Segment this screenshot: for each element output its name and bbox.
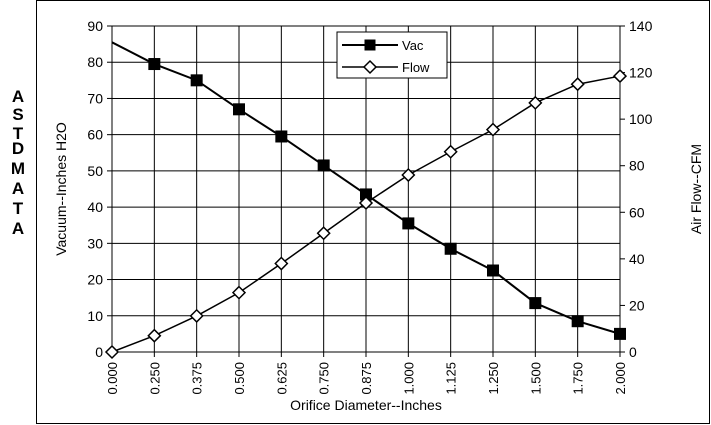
side-letter: S <box>12 105 24 124</box>
x-tick-label: 1.250 <box>486 362 501 395</box>
x-tick-label: 1.000 <box>401 362 416 395</box>
vac-point <box>190 74 203 87</box>
y-left-tick-label: 70 <box>87 90 103 106</box>
x-axis-title: Orifice Diameter--Inches <box>290 397 442 413</box>
y-right-tick-label: 60 <box>629 204 645 220</box>
series-layer <box>104 41 628 360</box>
vac-point <box>571 315 584 328</box>
x-tick-label: 1.750 <box>571 362 586 395</box>
side-letter: D <box>11 139 25 158</box>
axis-layer: 0 10 20 30 40 50 60 70 80 90 0 20 40 60 80 100 120 140 0.0… <box>87 18 652 395</box>
vac-point <box>233 103 245 116</box>
y-left-tick-label: 30 <box>87 235 103 251</box>
y-left-tick-label: 0 <box>95 344 103 360</box>
x-tick-label: 0.875 <box>359 362 374 395</box>
flow-point <box>231 285 247 300</box>
y-right-tick-label: 40 <box>629 251 645 267</box>
y-left-tick-label: 50 <box>87 163 103 179</box>
vac-point <box>444 242 457 255</box>
side-letter: A <box>11 87 25 106</box>
y-right-tick-label: 80 <box>629 158 645 174</box>
flow-point <box>189 308 204 323</box>
vac-point <box>148 58 161 71</box>
side-letter: T <box>12 124 24 143</box>
legend-flow-label: Flow <box>402 60 430 75</box>
y-axis-left-title: Vacuum--Inches H2O <box>53 122 69 256</box>
vac-point <box>317 159 330 172</box>
y-left-tick-label: 10 <box>87 308 103 324</box>
vac-point <box>487 264 499 277</box>
y-right-tick-label: 20 <box>629 297 645 313</box>
y-right-tick-label: 120 <box>629 65 653 81</box>
x-tick-label: 0.750 <box>317 362 332 395</box>
side-letter: M <box>10 159 26 178</box>
side-letter: T <box>12 199 24 218</box>
flow-point <box>485 122 501 137</box>
x-tick-label: 0.500 <box>232 362 247 395</box>
legend-box <box>336 31 448 79</box>
x-tick-label: 1.125 <box>444 362 459 395</box>
side-letter: A <box>11 219 25 238</box>
y-left-tick-label: 40 <box>87 199 103 215</box>
chart-frame <box>36 0 710 424</box>
vac-point <box>275 130 288 143</box>
flow-point <box>528 95 543 110</box>
legend-vac-marker <box>364 39 376 51</box>
legend: Vac Flow <box>336 31 448 79</box>
flow-point <box>147 328 162 343</box>
vac-point <box>529 297 542 310</box>
vac-point <box>614 327 626 340</box>
x-tick-label: 2.000 <box>613 362 628 395</box>
flow-point <box>570 77 585 92</box>
legend-flow-marker <box>362 59 378 75</box>
x-tick-label: 0.000 <box>105 362 120 395</box>
y-left-tick-label: 90 <box>87 18 103 34</box>
y-right-tick-label: 140 <box>629 18 653 34</box>
flow-point <box>316 226 331 241</box>
legend-vac-label: Vac <box>402 38 424 53</box>
x-tick-label: 0.250 <box>147 362 162 395</box>
y-left-tick-label: 60 <box>87 127 103 143</box>
vac-point <box>360 188 372 201</box>
x-tick-label: 0.625 <box>274 362 289 395</box>
x-tick-label: 0.375 <box>190 362 205 395</box>
vac-point <box>402 217 415 230</box>
y-right-tick-label: 100 <box>629 111 653 127</box>
y-right-tick-label: 0 <box>629 344 637 360</box>
y-left-tick-label: 20 <box>87 272 103 288</box>
flow-point <box>358 195 374 211</box>
flow-point <box>274 256 289 271</box>
y-left-tick-label: 80 <box>87 54 103 70</box>
x-tick-label: 1.500 <box>528 362 543 395</box>
flow-point <box>104 344 120 360</box>
flow-point <box>612 69 628 84</box>
flow-point <box>443 144 458 159</box>
flow-point <box>401 167 416 183</box>
y-axis-right-title: Air Flow--CFM <box>688 144 704 234</box>
side-letter: A <box>11 179 25 198</box>
